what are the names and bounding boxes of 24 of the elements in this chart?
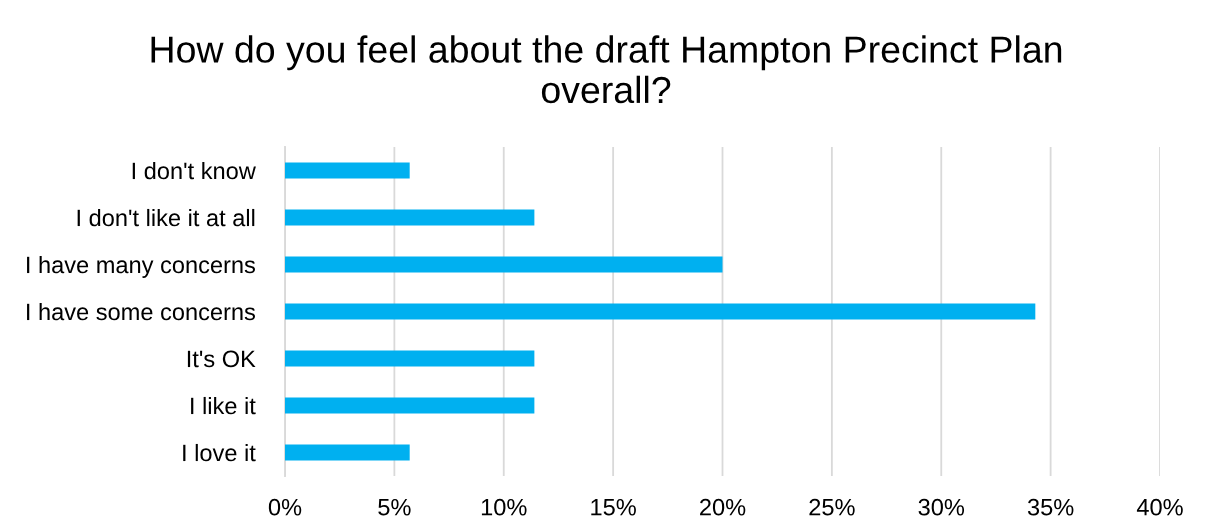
x-tick-label: 25% <box>809 498 855 516</box>
bar <box>285 256 723 273</box>
x-tick-label: 5% <box>378 498 411 516</box>
y-tick-label: I don't like it at all <box>77 208 255 227</box>
y-tick-label: It's OK <box>187 350 256 368</box>
y-tick-label: I don't know <box>132 161 256 180</box>
bar <box>285 209 535 226</box>
bar <box>285 444 410 461</box>
x-tick-label: 35% <box>1027 498 1074 516</box>
bar <box>285 162 410 179</box>
x-tick-label: 20% <box>700 498 746 516</box>
x-tick-label: 0% <box>268 498 302 516</box>
bar <box>285 397 535 414</box>
bar <box>285 303 1036 320</box>
y-tick-label: I love it <box>183 443 256 462</box>
x-tick-label: 10% <box>481 498 527 516</box>
x-tick-label: 30% <box>918 498 965 516</box>
y-tick-label: I like it <box>191 396 256 415</box>
bar <box>285 350 535 367</box>
y-tick-label: I have many concerns <box>27 255 255 278</box>
x-tick-label: 40% <box>1136 498 1183 516</box>
chart-title: How do you feel about the draft Hampton Precinct Plan overall? <box>151 35 1062 104</box>
y-tick-label: I have some concerns <box>27 302 255 321</box>
x-tick-label: 15% <box>591 498 636 516</box>
